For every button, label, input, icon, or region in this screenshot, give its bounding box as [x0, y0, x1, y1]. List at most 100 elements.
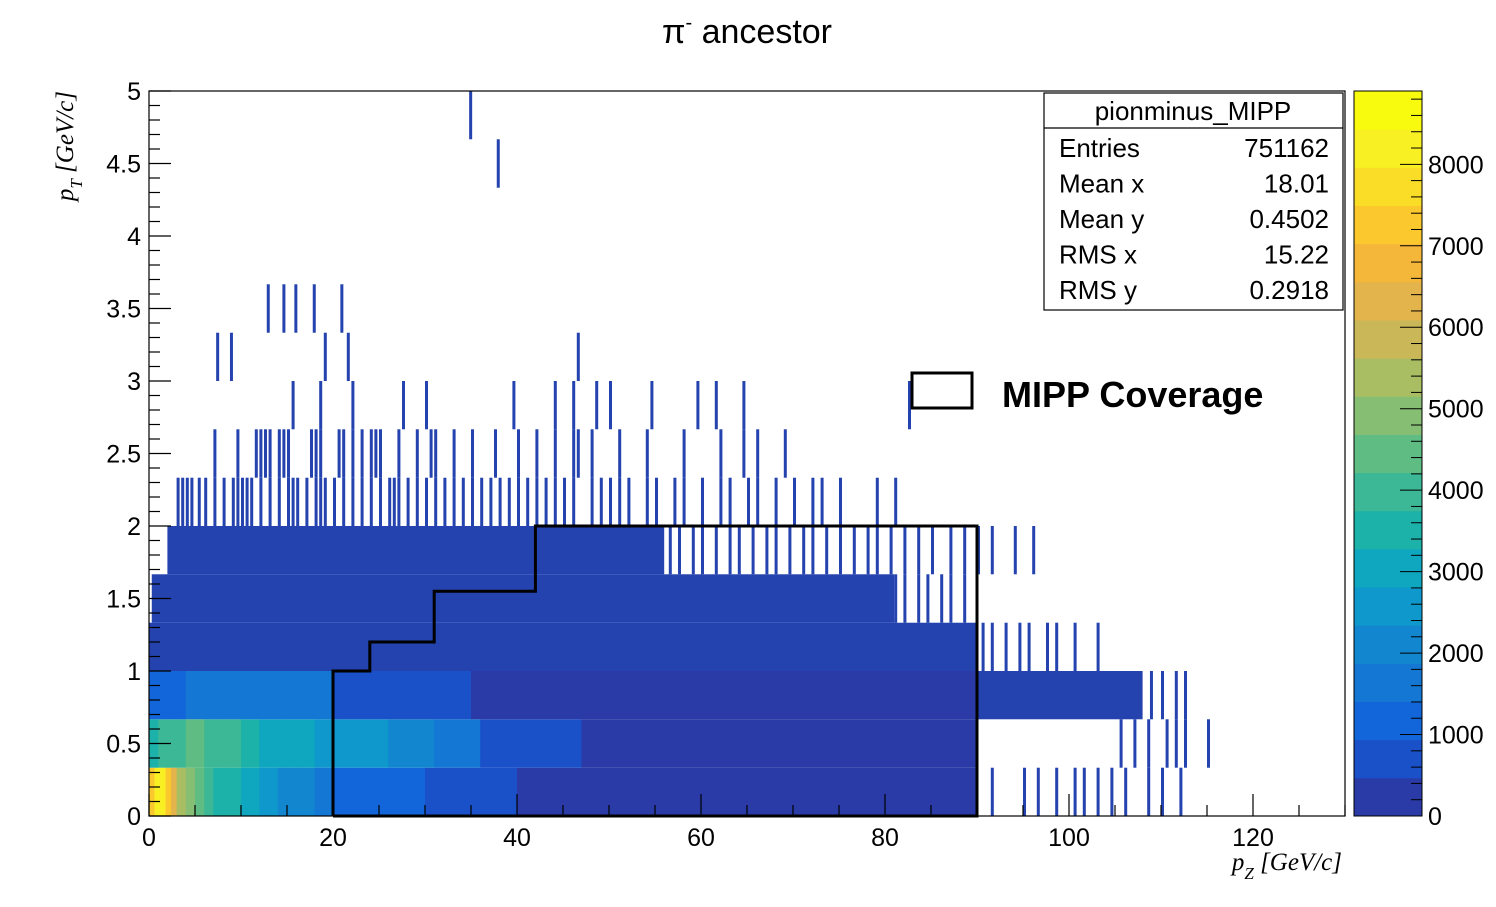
heatmap-cell — [213, 477, 217, 526]
heatmap-cell — [319, 477, 323, 526]
heatmap-cell — [535, 429, 539, 478]
heatmap-cell — [236, 429, 240, 478]
heatmap-cell — [765, 526, 769, 575]
palette-tick-label: 4000 — [1428, 477, 1484, 505]
heatmap-cell — [990, 622, 994, 671]
heatmap-cell — [429, 429, 433, 478]
stats-title: pionminus_MIPP — [1095, 96, 1292, 126]
heatmap-cell — [294, 284, 298, 333]
palette-tick-label: 6000 — [1428, 314, 1484, 342]
heatmap-cell — [977, 671, 1143, 720]
heatmap-cell — [425, 381, 428, 430]
heatmap-cell — [1055, 767, 1059, 816]
heatmap-cell — [443, 477, 447, 526]
heatmap-cell — [691, 526, 695, 575]
heatmap-cell — [346, 332, 350, 381]
mipp-coverage-outline — [331, 524, 979, 818]
heatmap-cell — [314, 477, 318, 526]
heatmap-cell — [981, 622, 985, 671]
heatmap-cell — [312, 284, 316, 333]
heatmap-cell — [469, 91, 473, 140]
heatmap-cell — [379, 429, 382, 478]
palette-step — [1354, 777, 1422, 817]
heatmap-cell — [1147, 719, 1151, 768]
stats-value: 751162 — [1244, 133, 1329, 163]
heatmap-cell — [259, 719, 288, 768]
heatmap-cell — [507, 477, 511, 526]
heatmap-cell — [415, 429, 419, 478]
heatmap-cell — [181, 477, 185, 526]
y-tick-label: 1 — [127, 658, 141, 686]
x-tick-label: 0 — [142, 824, 156, 852]
heatmap-cell — [839, 526, 842, 575]
legend-label: MIPP Coverage — [1002, 374, 1263, 415]
heatmap-cell — [402, 381, 405, 430]
heatmap-cell — [351, 429, 355, 478]
heatmap-cell — [714, 381, 718, 430]
heatmap-cell — [737, 526, 741, 575]
heatmap-cell — [379, 477, 382, 526]
heatmap-cell — [719, 429, 723, 478]
y-tick-label: 4 — [127, 223, 141, 251]
palette-step — [1354, 434, 1422, 474]
heatmap-cell — [820, 477, 824, 526]
heatmap-cell — [609, 381, 612, 430]
heatmap-cell — [314, 767, 334, 816]
heatmap-cell — [452, 477, 456, 526]
heatmap-cell — [852, 526, 856, 575]
heatmap-cell — [287, 719, 316, 768]
y-axis-minor-ticks — [149, 90, 171, 817]
heatmap-cell — [254, 429, 258, 478]
heatmap-cell — [1147, 767, 1151, 816]
x-axis-minor-ticks — [148, 794, 1346, 816]
heatmap-cell — [1165, 719, 1169, 768]
heatmap-cell — [682, 477, 686, 526]
heatmap-cell — [903, 574, 907, 623]
palette-step — [1354, 472, 1422, 512]
heatmap-cell — [176, 767, 187, 816]
heatmap-cell — [333, 477, 336, 526]
palette-tick-label: 3000 — [1428, 559, 1484, 587]
heatmap-cell — [185, 477, 189, 526]
heatmap-cell — [1032, 526, 1036, 575]
heatmap-cells — [149, 91, 1210, 816]
heatmap-cell — [544, 477, 548, 526]
palette-step — [1354, 319, 1422, 359]
heatmap-cell — [1119, 719, 1123, 768]
heatmap-cell — [963, 526, 967, 575]
heatmap-cell — [1149, 671, 1153, 720]
y-axis-tick-labels: 0 0.5 1 1.5 2 2.5 3 3.5 4 4.5 5 — [106, 78, 141, 831]
y-tick-label: 3.5 — [106, 296, 141, 324]
palette-step — [1354, 587, 1422, 626]
heatmap-cell — [774, 477, 778, 526]
x-tick-label: 60 — [687, 824, 715, 852]
heatmap-cell — [1161, 767, 1164, 816]
heatmap-cell — [197, 477, 201, 526]
heatmap-cell — [563, 477, 566, 526]
heatmap-cell — [494, 429, 497, 478]
heatmap-cell — [1174, 719, 1178, 768]
heatmap-cell — [176, 477, 180, 526]
heatmap-cell — [480, 719, 582, 768]
heatmap-cell — [291, 381, 295, 430]
heatmap-cell — [714, 526, 718, 575]
palette-step — [1354, 167, 1422, 206]
heatmap-cell — [553, 477, 557, 526]
heatmap-cell — [701, 477, 704, 526]
heatmap-cell — [231, 477, 235, 526]
heatmap-cell — [229, 332, 233, 381]
heatmap-cell — [949, 574, 953, 623]
heatmap-cell — [1027, 622, 1031, 671]
legend-swatch — [910, 371, 974, 410]
heatmap-cell — [236, 477, 240, 526]
heatmap-cell — [1082, 767, 1086, 816]
heatmap-cell — [291, 477, 295, 526]
heatmap-cell — [599, 477, 603, 526]
y-tick-label: 2 — [127, 513, 141, 541]
heatmap-cell — [351, 381, 355, 430]
heatmap-cell — [811, 477, 815, 526]
legend: MIPP Coverage — [910, 371, 1263, 415]
stats-label: Mean y — [1059, 204, 1144, 234]
heatmap-cell — [1184, 719, 1187, 768]
heatmap-cell — [277, 429, 281, 478]
